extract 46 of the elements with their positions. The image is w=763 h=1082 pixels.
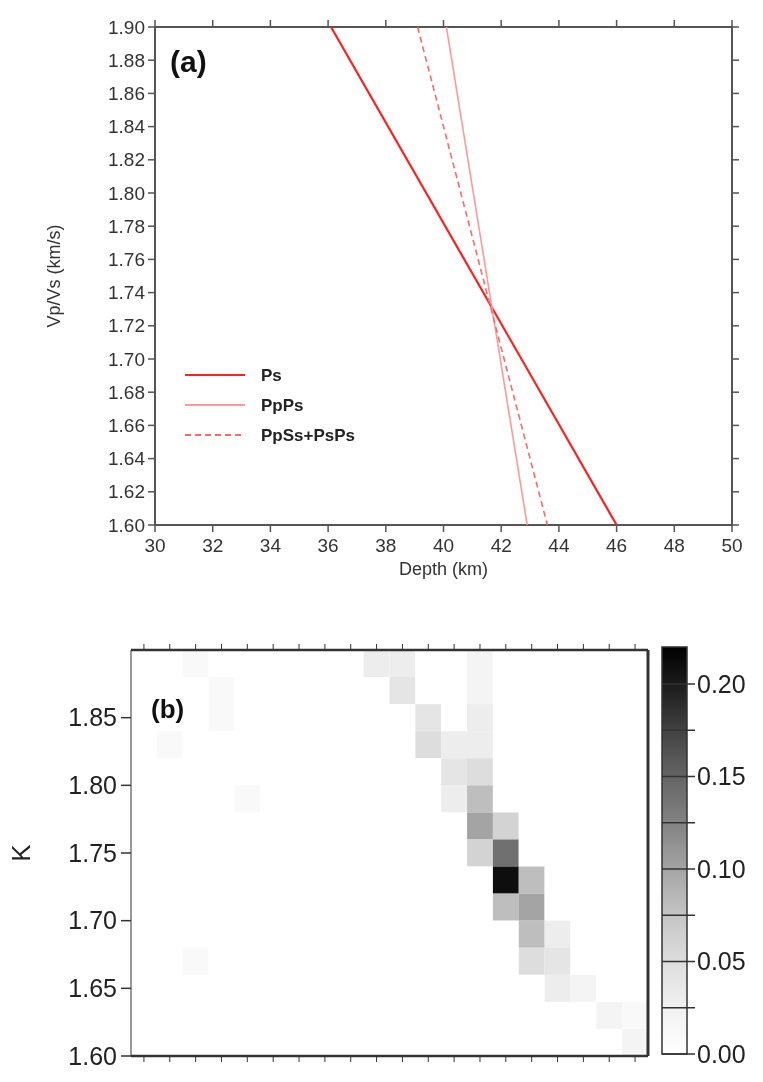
x-tick-label: 38 (375, 535, 397, 556)
y-axis-title: Vp/Vs (km/s) (44, 224, 64, 328)
y-tick-label: 1.70 (68, 906, 117, 935)
color-bar-label: 0.15 (697, 762, 746, 791)
y-tick-label: 1.76 (108, 249, 145, 271)
y-tick-label: 1.64 (108, 448, 146, 470)
annotation: (b) (151, 694, 185, 724)
color-bar-label: 0.00 (697, 1039, 746, 1068)
y-tick-label: 1.70 (108, 348, 145, 370)
y-tick-label: 1.65 (68, 974, 117, 1003)
y-tick-label: 1.88 (108, 49, 145, 71)
color-bar-label: 0.10 (697, 854, 746, 883)
y-tick-label: 1.86 (108, 83, 145, 105)
x-tick-label: 36 (317, 535, 339, 556)
x-tick-label: 42 (490, 535, 512, 556)
x-tick-label: 46 (606, 535, 628, 556)
y-tick-label: 1.72 (108, 315, 145, 337)
y-tick-label: 1.62 (108, 481, 145, 503)
y-tick-label: 1.60 (108, 514, 145, 536)
y-tick-label: 1.75 (68, 838, 117, 867)
x-tick-label: 40 (432, 535, 455, 556)
color-bar-label: 0.05 (697, 947, 746, 976)
y-tick-label: 1.90 (108, 16, 145, 38)
x-tick-label: 30 (144, 535, 166, 556)
y-tick-label: 1.74 (108, 282, 146, 304)
color-bar-label: 0.20 (697, 669, 746, 698)
legend-label: PpPs (261, 395, 304, 415)
y-tick-label: 1.84 (108, 116, 146, 138)
y-tick-label: 1.60 (68, 1041, 117, 1070)
y-axis-title: K (6, 843, 36, 862)
legend-label: PpSs+PsPs (261, 425, 356, 445)
y-tick-label: 1.78 (108, 215, 145, 237)
y-tick-label: 1.82 (108, 149, 145, 171)
x-tick-label: 48 (663, 535, 685, 556)
x-tick-label: 50 (721, 535, 743, 556)
y-tick-label: 1.66 (108, 415, 145, 437)
legend-label: Ps (261, 365, 282, 385)
x-tick-label: 34 (259, 535, 282, 556)
y-tick-label: 1.85 (68, 703, 117, 732)
y-tick-label: 1.68 (108, 381, 145, 403)
x-axis-title: Depth (km) (398, 559, 489, 579)
y-tick-label: 1.80 (108, 182, 145, 204)
x-tick-label: 44 (548, 535, 570, 556)
annotation: (a) (170, 45, 207, 78)
x-tick-label: 32 (202, 535, 224, 556)
y-tick-label: 1.80 (68, 771, 117, 800)
